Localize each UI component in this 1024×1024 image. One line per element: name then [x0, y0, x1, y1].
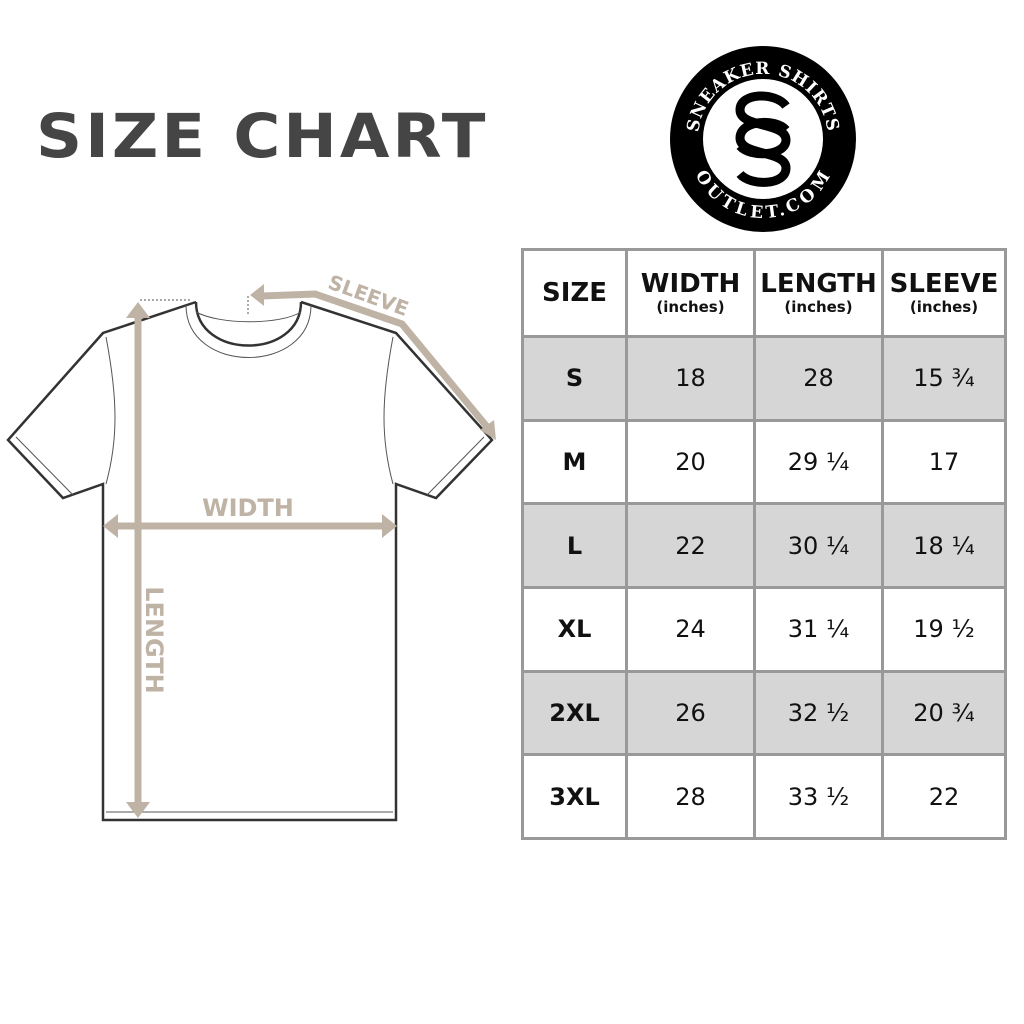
- value-cell: 31 ¼: [756, 588, 881, 670]
- value-cell: 20 ¾: [884, 672, 1004, 754]
- value-cell: 28: [756, 338, 881, 419]
- cell-text: 32 ½: [787, 698, 850, 727]
- header-cell: WIDTH (inches): [628, 251, 753, 335]
- value-cell: 17: [884, 421, 1004, 503]
- cell-text: 3XL: [549, 782, 600, 811]
- cell-text: 19 ½: [913, 615, 975, 644]
- header-unit: (inches): [656, 298, 725, 316]
- cell-text: 2XL: [549, 698, 600, 727]
- cell-text: XL: [557, 615, 592, 644]
- length-label: LENGTH: [140, 586, 168, 694]
- value-cell: 30 ¼: [756, 505, 881, 586]
- header-label: WIDTH: [640, 269, 741, 299]
- cell-text: 22: [928, 782, 960, 811]
- size-cell: M: [524, 421, 625, 503]
- cell-text: 28: [675, 782, 706, 811]
- brand-logo: SNEAKER SHIRTS OUTLET.COM: [670, 46, 856, 232]
- size-cell: XL: [524, 588, 625, 670]
- cell-text: 33 ½: [787, 782, 850, 811]
- cell-text: 18: [675, 364, 706, 393]
- cell-text: M: [562, 447, 587, 476]
- cell-text: 31 ¼: [787, 615, 850, 644]
- header-label: SLEEVE: [889, 269, 999, 299]
- header-label: SIZE: [541, 278, 607, 308]
- value-cell: 22: [884, 756, 1004, 837]
- value-cell: 26: [628, 672, 753, 754]
- size-cell: 2XL: [524, 672, 625, 754]
- cell-text: 15 ¾: [913, 364, 975, 393]
- cell-text: 20: [675, 447, 706, 476]
- cell-text: 24: [675, 615, 706, 644]
- header-cell: SIZE: [524, 251, 625, 335]
- value-cell: 18: [628, 338, 753, 419]
- cell-text: 29 ¼: [787, 447, 850, 476]
- cell-text: 30 ¼: [787, 531, 850, 560]
- value-cell: 29 ¼: [756, 421, 881, 503]
- cell-text: 26: [675, 698, 706, 727]
- cell-text: S: [565, 364, 584, 393]
- value-cell: 33 ½: [756, 756, 881, 837]
- header-unit: (inches): [784, 298, 853, 316]
- size-cell: 3XL: [524, 756, 625, 837]
- value-cell: 19 ½: [884, 588, 1004, 670]
- cell-text: 17: [928, 447, 960, 476]
- value-cell: 22: [628, 505, 753, 586]
- value-cell: 15 ¾: [884, 338, 1004, 419]
- cell-text: 18 ¼: [913, 531, 975, 560]
- cell-text: 20 ¾: [913, 698, 975, 727]
- width-label: WIDTH: [202, 494, 294, 522]
- value-cell: 24: [628, 588, 753, 670]
- value-cell: 18 ¼: [884, 505, 1004, 586]
- header-unit: (inches): [909, 298, 979, 316]
- value-cell: 20: [628, 421, 753, 503]
- header-cell: SLEEVE (inches): [884, 251, 1004, 335]
- cell-text: 22: [675, 531, 706, 560]
- tshirt-diagram: WIDTH LENGTH SLEEVE: [6, 270, 496, 822]
- cell-text: 28: [803, 364, 834, 393]
- header-label: LENGTH: [760, 269, 877, 299]
- header-cell: LENGTH (inches): [756, 251, 881, 335]
- size-cell: S: [524, 338, 625, 419]
- value-cell: 28: [628, 756, 753, 837]
- size-table: SIZE WIDTH (inches) LENGTH (inches) SLEEVE (in…: [521, 248, 1007, 840]
- monogram-icon: [735, 91, 791, 187]
- page-title: SIZE CHART: [36, 101, 489, 173]
- cell-text: L: [566, 531, 583, 560]
- size-cell: L: [524, 505, 625, 586]
- value-cell: 32 ½: [756, 672, 881, 754]
